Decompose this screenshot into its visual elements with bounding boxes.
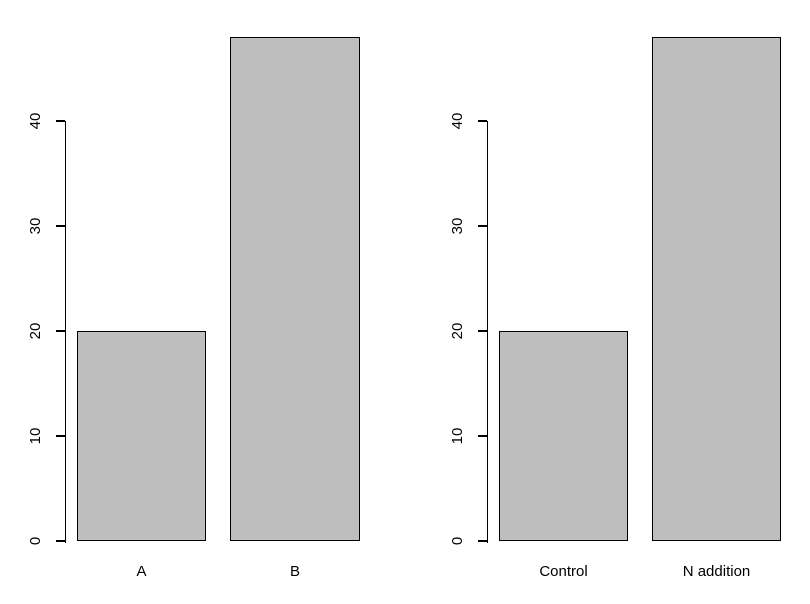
x-category-label: Control (539, 563, 588, 580)
y-axis-line (486, 121, 488, 543)
y-axis-tick (477, 225, 487, 227)
y-axis-tick-label: 30 (449, 217, 466, 235)
bar-control (499, 331, 628, 541)
y-axis-tick (55, 540, 65, 542)
y-axis-tick (477, 540, 487, 542)
y-axis-tick (55, 225, 65, 227)
bar-a (77, 331, 206, 541)
y-axis-tick (477, 330, 487, 332)
y-axis-tick (55, 435, 65, 437)
x-category-label: B (289, 563, 300, 580)
x-category-label: A (136, 563, 147, 580)
y-axis-tick (477, 120, 487, 122)
y-axis-tick-label: 40 (449, 112, 466, 130)
y-axis-tick (55, 330, 65, 332)
y-axis-line (64, 121, 66, 543)
y-axis-tick-label: 10 (449, 427, 466, 445)
y-axis-tick (55, 120, 65, 122)
x-category-label: N addition (682, 563, 751, 580)
bar-n-addition (652, 37, 781, 541)
bar-b (230, 37, 360, 541)
y-axis-tick (477, 435, 487, 437)
y-axis-tick-label: 20 (449, 322, 466, 340)
y-axis-tick-label: 0 (449, 536, 466, 546)
